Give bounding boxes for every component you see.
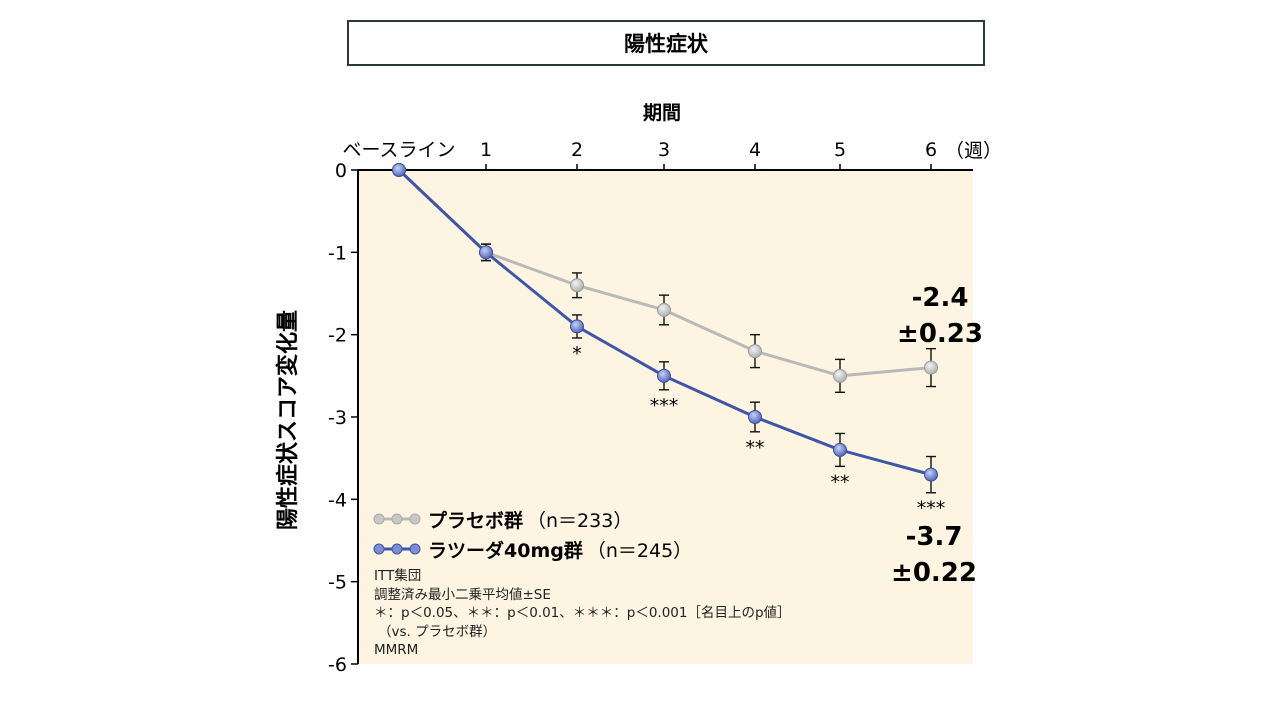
- placebo-final-se: ±0.23: [897, 319, 983, 349]
- drug-final-se: ±0.22: [891, 558, 977, 588]
- data-point-placebo: [570, 278, 584, 293]
- significance-marker: ***: [650, 395, 679, 417]
- y-tick-label: -3: [328, 407, 347, 429]
- legend-item-drug: ラツーダ40mg群 （n＝245）: [372, 534, 692, 564]
- legend-n-placebo: （n＝233）: [527, 509, 633, 532]
- chart-title: 陽性症状: [347, 20, 985, 66]
- significance-marker: **: [746, 437, 765, 459]
- x-axis-unit: （週）: [945, 140, 1003, 162]
- footnote-model: MMRM: [374, 642, 419, 658]
- x-tick-label: 6: [925, 139, 937, 161]
- data-point-drug: [479, 245, 493, 260]
- significance-layer: ***********: [572, 343, 945, 520]
- x-tick-label: 1: [480, 139, 492, 161]
- legend-item-placebo: プラセボ群 （n＝233）: [372, 504, 692, 534]
- y-tick-label: -1: [328, 242, 347, 264]
- drug-final-value: -3.7: [905, 522, 963, 552]
- significance-marker: **: [831, 471, 850, 493]
- y-tick-label: -2: [328, 325, 347, 347]
- footnotes: ITT集団 調整済み最小二乗平均値±SE ＊：p＜0.05、＊＊：p＜0.01、…: [374, 567, 791, 660]
- y-axis-label: 陽性症状スコア変化量: [276, 309, 301, 531]
- drug-final-annotation: -3.7 ±0.22: [874, 519, 994, 591]
- placebo-final-annotation: -2.4 ±0.23: [880, 280, 1000, 352]
- legend-label-placebo: プラセボ群: [428, 509, 524, 532]
- footnote-method: 調整済み最小二乗平均値±SE: [374, 586, 551, 603]
- footnote-significance: ＊：p＜0.05、＊＊：p＜0.01、＊＊＊：p＜0.001［名目上のp値］: [374, 605, 791, 621]
- data-point-placebo: [657, 302, 671, 317]
- data-point-drug: [924, 467, 938, 482]
- data-point-drug: [748, 410, 762, 424]
- x-axis-label: 期間: [642, 102, 681, 124]
- x-tick-label: 3: [658, 139, 670, 161]
- legend-swatch-drug: [373, 543, 421, 555]
- x-tick-label: 4: [749, 139, 761, 161]
- axes: ベースライン 1 2 3 4 5 6 0 -1 -2 -3 -4 -5 -6: [328, 139, 973, 676]
- placebo-final-value: -2.4: [911, 283, 969, 313]
- x-tick-label: 2: [571, 139, 583, 161]
- legend-n-drug: （n＝245）: [586, 539, 693, 562]
- x-tick-label: 5: [834, 139, 846, 161]
- legend: プラセボ群 （n＝233） ラツーダ40mg群 （n＝245）: [372, 504, 692, 564]
- legend-swatch-placebo: [373, 513, 421, 525]
- y-tick-label: -5: [328, 572, 347, 594]
- footnote-comparison: （vs. プラセボ群）: [378, 623, 497, 640]
- data-point-drug: [833, 442, 847, 457]
- legend-label-drug: ラツーダ40mg群: [428, 539, 583, 562]
- data-point-placebo: [833, 368, 847, 383]
- data-point-placebo: [924, 360, 938, 375]
- footnote-population: ITT集団: [374, 568, 422, 584]
- series-layer: [392, 163, 938, 494]
- significance-marker: *: [572, 343, 582, 365]
- y-tick-label: -6: [328, 654, 347, 676]
- data-point-drug: [392, 163, 406, 177]
- data-point-drug: [657, 368, 671, 383]
- y-tick-label: 0: [335, 160, 347, 182]
- series-drug: [392, 163, 938, 494]
- data-point-placebo: [748, 344, 762, 359]
- significance-marker: ***: [917, 498, 946, 520]
- x-tick-label: ベースライン: [342, 139, 455, 161]
- data-point-drug: [570, 319, 584, 334]
- plot-background: [358, 170, 973, 664]
- y-tick-label: -4: [328, 489, 347, 511]
